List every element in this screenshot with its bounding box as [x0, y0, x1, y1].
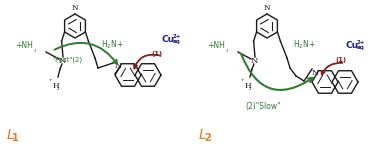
Text: H: H — [245, 82, 251, 90]
Text: $_2$: $_2$ — [33, 48, 37, 55]
Text: +NH: +NH — [15, 41, 33, 49]
Text: $_2$: $_2$ — [248, 86, 252, 93]
Text: $_2$: $_2$ — [56, 86, 60, 93]
Text: $\it{L}$: $\it{L}$ — [6, 128, 14, 142]
Text: N: N — [311, 69, 319, 77]
Text: 2: 2 — [204, 133, 211, 143]
Text: Cu: Cu — [346, 41, 359, 50]
Text: N: N — [114, 62, 122, 70]
Text: N: N — [71, 4, 78, 12]
Text: (1): (1) — [335, 57, 347, 63]
Text: "Fast"(2): "Fast"(2) — [52, 57, 82, 63]
Text: $^+$: $^+$ — [240, 78, 246, 83]
Text: Cu: Cu — [162, 36, 175, 45]
Text: $\it{L}$: $\it{L}$ — [198, 128, 206, 142]
Text: $^+$: $^+$ — [48, 78, 54, 83]
Text: N: N — [58, 57, 66, 65]
Text: N: N — [250, 57, 258, 65]
Text: (2)"Slow": (2)"Slow" — [245, 102, 281, 111]
Text: 2+: 2+ — [172, 34, 181, 39]
Text: H: H — [53, 82, 59, 90]
Text: 2+: 2+ — [356, 40, 365, 45]
Text: aq: aq — [356, 45, 364, 50]
Text: N: N — [263, 4, 270, 12]
Text: (1): (1) — [152, 51, 163, 57]
Text: $_2$: $_2$ — [225, 48, 229, 55]
Text: aq: aq — [172, 39, 180, 44]
Text: +NH: +NH — [207, 41, 225, 49]
Text: H$_2$N+: H$_2$N+ — [101, 39, 124, 51]
Text: 1: 1 — [12, 133, 19, 143]
Text: H$_2$N+: H$_2$N+ — [293, 39, 316, 51]
